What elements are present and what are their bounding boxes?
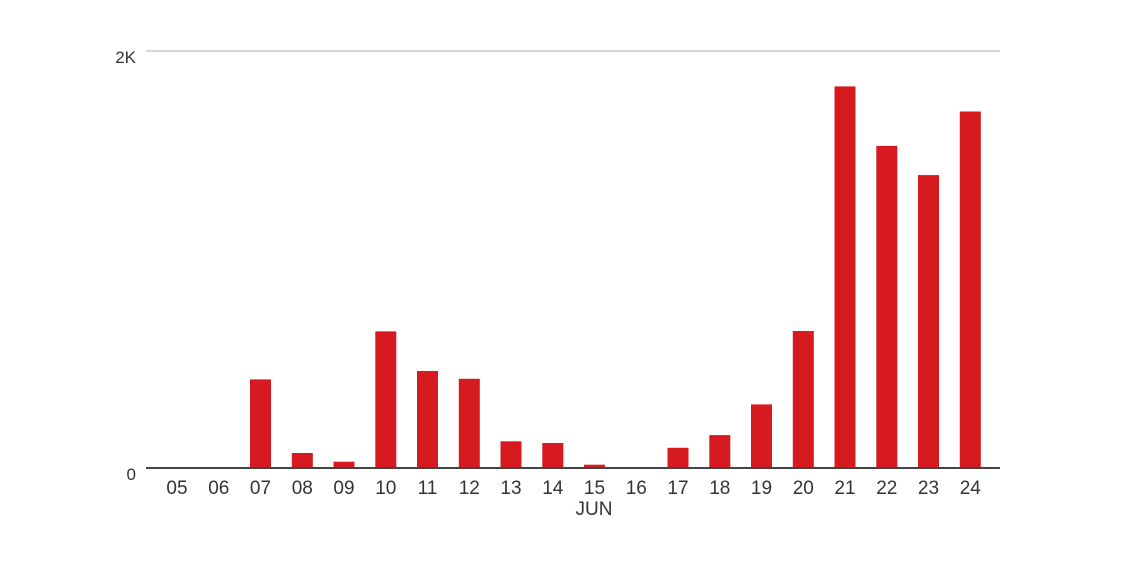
bar-18	[709, 435, 731, 468]
y-tick-label-2K: 2K	[115, 48, 136, 67]
bar-09	[333, 461, 355, 468]
x-tick-label-20: 20	[793, 478, 814, 499]
x-tick-label-08: 08	[292, 478, 313, 499]
x-tick-label-14: 14	[542, 478, 564, 499]
bar-23	[918, 175, 939, 468]
bar-22	[876, 145, 898, 468]
x-tick-label-12: 12	[459, 478, 480, 499]
bar-20	[792, 331, 814, 468]
x-tick-label-05: 05	[166, 478, 187, 499]
bar-12	[458, 378, 480, 468]
y-tick-label-0: 0	[127, 465, 136, 484]
y-axis-ticks: 0 2K	[115, 48, 136, 484]
x-tick-label-10: 10	[375, 478, 396, 499]
bar-08	[291, 453, 313, 468]
bars-group	[250, 86, 981, 469]
bar-13	[500, 441, 522, 468]
x-axis-month-label: JUN	[576, 499, 613, 520]
x-tick-label-18: 18	[709, 478, 730, 499]
bar-19	[751, 404, 772, 468]
bar-10	[375, 331, 397, 468]
x-tick-label-17: 17	[667, 478, 688, 499]
x-tick-label-06: 06	[208, 478, 229, 499]
x-tick-label-16: 16	[626, 478, 647, 499]
bar-21	[834, 86, 856, 469]
bar-24	[959, 111, 981, 468]
x-tick-label-15: 15	[584, 478, 605, 499]
x-tick-label-24: 24	[960, 478, 982, 499]
bar-14	[542, 443, 564, 468]
x-tick-label-11: 11	[418, 478, 438, 499]
x-tick-label-21: 21	[834, 478, 855, 499]
x-tick-label-19: 19	[751, 478, 772, 499]
x-axis-ticks: 05 06 07 08 09 10 11 12 13 14 15 16 17 18 19 20 21 22 23 24	[166, 478, 981, 499]
x-tick-label-13: 13	[500, 478, 521, 499]
x-tick-label-07: 07	[250, 478, 271, 499]
x-tick-label-09: 09	[333, 478, 354, 499]
bar-07	[250, 379, 271, 468]
bar-11	[417, 371, 438, 468]
x-tick-label-22: 22	[876, 478, 897, 499]
x-tick-label-23: 23	[918, 478, 939, 499]
bar-15	[584, 464, 605, 468]
bar-17	[667, 447, 689, 468]
